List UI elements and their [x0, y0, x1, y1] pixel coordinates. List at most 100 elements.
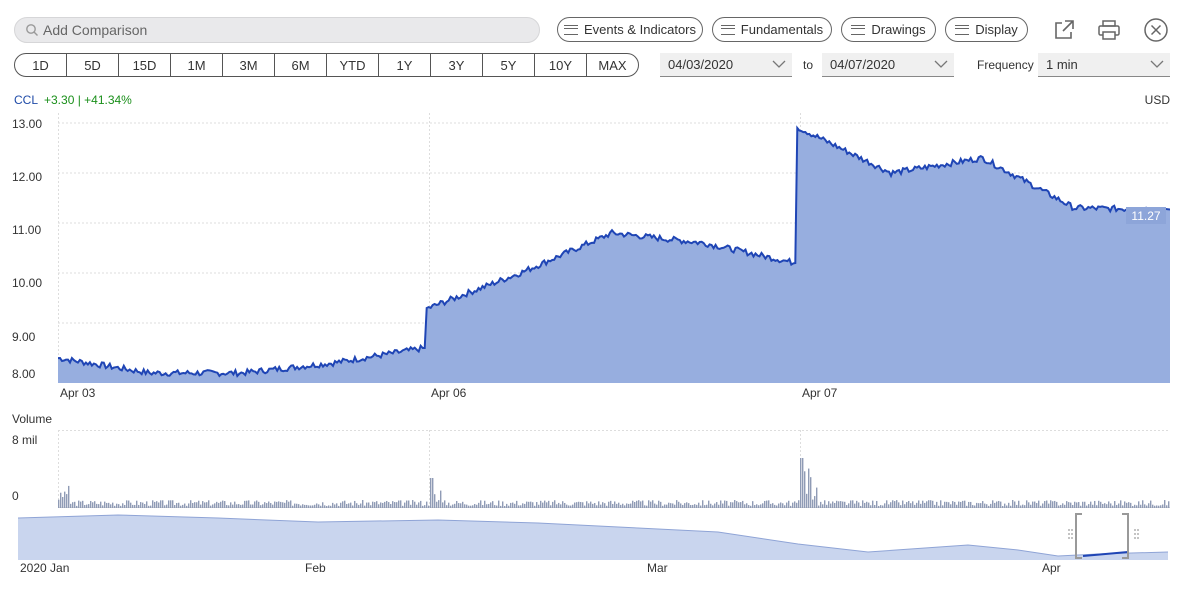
- volume-bar: [346, 503, 348, 508]
- navigator-left-handle[interactable]: [1075, 513, 1082, 559]
- to-date-select[interactable]: 04/07/2020: [822, 53, 954, 77]
- volume-bar: [544, 500, 546, 508]
- volume-bar: [116, 503, 118, 508]
- range-button-max[interactable]: MAX: [586, 54, 638, 76]
- volume-bar: [362, 500, 364, 508]
- frequency-select[interactable]: 1 min: [1038, 53, 1170, 77]
- close-icon[interactable]: [1143, 17, 1169, 43]
- volume-bar: [278, 501, 280, 508]
- volume-bar: [276, 501, 278, 508]
- volume-bar: [522, 503, 524, 508]
- volume-bar: [726, 500, 728, 508]
- volume-bar: [246, 500, 248, 508]
- volume-bar: [442, 502, 444, 508]
- range-button-10y[interactable]: 10Y: [534, 54, 586, 76]
- volume-bar: [888, 504, 890, 508]
- volume-bar: [350, 502, 352, 508]
- range-button-3m[interactable]: 3M: [222, 54, 274, 76]
- volume-bar: [856, 500, 858, 508]
- volume-bar: [1108, 501, 1110, 508]
- events-indicators-button[interactable]: Events & Indicators: [557, 17, 703, 42]
- volume-bar: [758, 505, 760, 508]
- volume-bar: [1136, 505, 1138, 508]
- volume-bar: [1014, 501, 1016, 508]
- volume-bar: [1148, 503, 1150, 508]
- popout-icon[interactable]: [1051, 17, 1077, 43]
- volume-bar: [264, 502, 266, 508]
- volume-bar: [266, 503, 268, 508]
- volume-bar: [1096, 505, 1098, 508]
- volume-bar: [842, 501, 844, 508]
- volume-bar: [1070, 502, 1072, 508]
- volume-bar: [844, 501, 846, 508]
- volume-bar: [516, 500, 518, 508]
- volume-tick: 8 mil: [12, 433, 38, 447]
- volume-bar: [696, 504, 698, 508]
- y-tick: 9.00: [12, 330, 36, 344]
- range-button-1m[interactable]: 1M: [170, 54, 222, 76]
- volume-bar: [388, 502, 390, 508]
- volume-bar: [858, 502, 860, 508]
- events-indicators-label: Events & Indicators: [584, 22, 696, 37]
- navigator-right-handle[interactable]: [1122, 513, 1129, 559]
- volume-bar: [230, 502, 232, 508]
- volume-bar: [620, 504, 622, 508]
- print-icon[interactable]: [1096, 17, 1122, 43]
- volume-bar: [1064, 504, 1066, 508]
- volume-bar: [872, 500, 874, 508]
- volume-bar: [322, 502, 324, 508]
- from-date-select[interactable]: 04/03/2020: [660, 53, 792, 77]
- range-button-6m[interactable]: 6M: [274, 54, 326, 76]
- add-comparison-search[interactable]: Add Comparison: [14, 17, 540, 43]
- volume-bar: [926, 501, 928, 508]
- volume-bar: [1016, 504, 1018, 508]
- volume-bar: [72, 502, 74, 508]
- volume-bar: [556, 504, 558, 508]
- volume-bar: [244, 500, 246, 508]
- volume-bar: [1002, 505, 1004, 508]
- price-chart[interactable]: [58, 113, 1170, 383]
- volume-bar: [616, 503, 618, 508]
- volume-bar: [336, 503, 338, 508]
- range-button-3y[interactable]: 3Y: [430, 54, 482, 76]
- range-button-15d[interactable]: 15D: [118, 54, 170, 76]
- volume-bar: [894, 501, 896, 508]
- range-button-ytd[interactable]: YTD: [326, 54, 378, 76]
- volume-bar: [836, 500, 838, 508]
- fundamentals-button[interactable]: Fundamentals: [712, 17, 832, 42]
- volume-bar: [676, 500, 678, 508]
- volume-bar: [518, 505, 520, 508]
- range-button-5d[interactable]: 5D: [66, 54, 118, 76]
- volume-bar: [532, 502, 534, 508]
- volume-bar: [298, 504, 300, 508]
- volume-bar: [156, 501, 158, 508]
- volume-bar: [152, 500, 154, 508]
- range-button-5y[interactable]: 5Y: [482, 54, 534, 76]
- volume-bar: [764, 500, 766, 508]
- volume-bar: [850, 500, 852, 508]
- display-button[interactable]: Display: [945, 17, 1028, 42]
- volume-bar: [372, 501, 374, 508]
- volume-bar: [980, 503, 982, 508]
- volume-bar: [198, 500, 200, 508]
- volume-bar: [922, 500, 924, 508]
- volume-bar: [172, 500, 174, 508]
- volume-bar: [1080, 505, 1082, 508]
- range-button-1d[interactable]: 1D: [32, 57, 49, 73]
- volume-bar: [940, 500, 942, 508]
- volume-bar: [492, 501, 494, 508]
- navigator-chart[interactable]: [18, 512, 1168, 560]
- volume-bar: [996, 501, 998, 508]
- volume-bar: [496, 505, 498, 508]
- volume-bar: [342, 501, 344, 508]
- volume-bar: [738, 502, 740, 508]
- volume-bar: [214, 503, 216, 508]
- to-label: to: [803, 58, 814, 72]
- volume-bar: [652, 500, 654, 508]
- volume-bar: [98, 504, 100, 508]
- range-button-1y[interactable]: 1Y: [378, 54, 430, 76]
- volume-bar: [754, 505, 756, 508]
- volume-bar: [564, 502, 566, 508]
- drawings-button[interactable]: Drawings: [841, 17, 936, 42]
- volume-bar: [310, 505, 312, 508]
